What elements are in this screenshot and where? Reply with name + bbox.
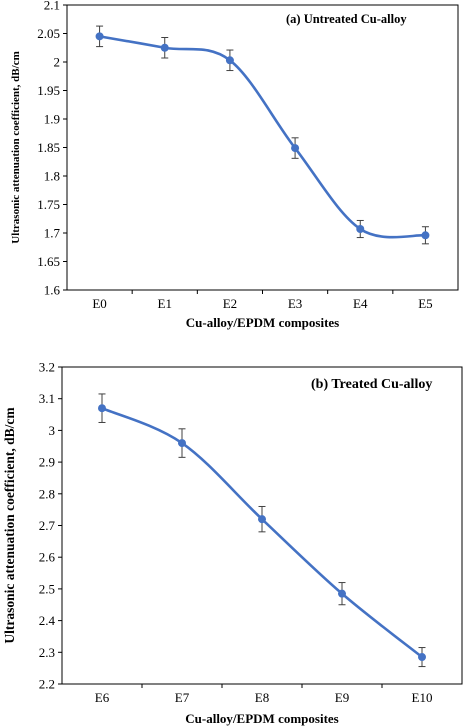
y-tick-label: 3	[49, 423, 56, 438]
y-tick-label: 1.95	[37, 83, 60, 98]
y-tick-label: 2.05	[37, 26, 60, 41]
x-tick-label: E0	[92, 296, 106, 311]
y-tick-label: 1.7	[44, 226, 61, 241]
y-tick-label: 2.1	[44, 0, 60, 13]
y-tick-label: 2.7	[39, 518, 56, 533]
y-tick-label: 1.65	[37, 254, 60, 269]
data-point	[258, 515, 266, 524]
y-tick-label: 2.3	[39, 645, 55, 660]
data-point	[160, 43, 169, 52]
plot-frame	[66, 4, 459, 291]
y-tick-label: 2.8	[39, 486, 55, 501]
y-tick-label: 2.6	[39, 550, 56, 565]
chart-b: 2.2 2.3 2.4 2.5 2.6 2.7 2.8 2.9 3 3.1 3.2 E6 E7 E8 E9 E…	[2, 360, 463, 726]
x-tick-label: E4	[353, 296, 368, 311]
chart-panel-a: 1.6 1.65 1.7 1.75 1.8 1.85 1.9 1.95 2 2.05 2.1 E0 E1…	[0, 0, 474, 338]
y-tick-label: 1.6	[44, 283, 61, 298]
x-tick-label: E1	[158, 296, 172, 311]
x-tick-label: E5	[418, 296, 432, 311]
series-line	[99, 35, 426, 239]
data-point	[421, 231, 430, 240]
y-tick-label: 2.5	[39, 581, 55, 596]
x-tick-label: E3	[288, 296, 302, 311]
x-tick-label: E9	[335, 690, 349, 705]
y-tick-label: 2.4	[39, 613, 56, 628]
data-point	[225, 56, 234, 65]
data-point	[291, 144, 300, 153]
x-tick-label: E10	[412, 690, 433, 705]
y-tick-label: 2	[54, 55, 61, 70]
data-point	[95, 32, 104, 41]
x-axis-title: Cu-alloy/EPDM composites	[185, 711, 338, 726]
y-axis-title: Ultrasonic attenuation coefficient, dB/c…	[10, 51, 22, 243]
y-tick-label: 2.9	[39, 455, 55, 470]
chart-panel-b: 2.2 2.3 2.4 2.5 2.6 2.7 2.8 2.9 3 3.1 3.2 E6 E7 E8 E9 E…	[0, 342, 474, 726]
y-tick-label: 2.2	[39, 677, 55, 692]
x-tick-label: E6	[95, 690, 110, 705]
data-point	[418, 653, 426, 662]
y-tick-label: 1.75	[37, 197, 60, 212]
y-tick-label: 1.85	[37, 140, 60, 155]
x-tick-label: E2	[223, 296, 237, 311]
chart-title: (a) Untreated Cu-alloy	[286, 12, 407, 26]
x-tick-label: E8	[255, 690, 269, 705]
chart-a: 1.6 1.65 1.7 1.75 1.8 1.85 1.9 1.95 2 2.05 2.1 E0 E1…	[10, 0, 459, 330]
x-axis-title: Cu-alloy/EPDM composites	[186, 315, 339, 330]
y-tick-label: 1.9	[44, 112, 60, 127]
x-tick-label: E7	[175, 690, 190, 705]
y-tick-label: 1.8	[44, 169, 60, 184]
data-point	[338, 589, 346, 598]
chart-title: (b) Treated Cu-alloy	[311, 377, 432, 392]
data-point	[178, 439, 186, 448]
y-axis-title: Ultrasonic attenuation coefficient, dB/c…	[2, 407, 17, 644]
data-point	[356, 225, 365, 234]
data-point	[98, 404, 106, 413]
y-tick-label: 3.1	[39, 391, 55, 406]
series-line	[101, 407, 423, 659]
y-tick-label: 3.2	[39, 360, 55, 375]
